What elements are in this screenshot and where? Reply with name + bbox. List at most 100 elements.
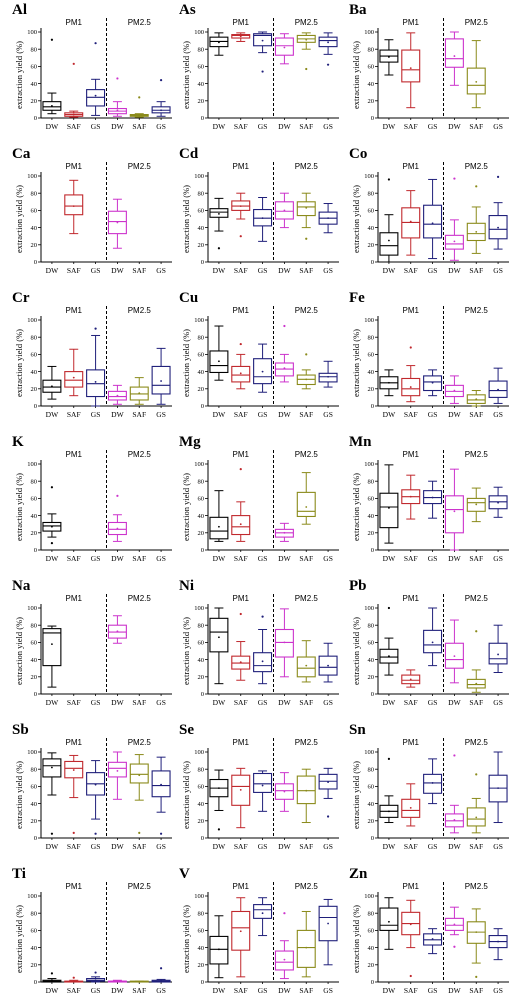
group-label: PM2.5: [128, 306, 152, 315]
mean-marker: [431, 782, 434, 784]
mean-marker: [239, 788, 242, 791]
outlier-point: [475, 630, 478, 633]
x-tick-label: SAF: [234, 554, 248, 563]
outlier-point: [72, 976, 75, 979]
x-tick-label: GS: [493, 986, 503, 995]
x-tick-label: GS: [91, 122, 101, 131]
y-tick-label: 20: [198, 818, 205, 825]
mean-marker: [388, 920, 390, 923]
mean-marker: [218, 636, 220, 639]
panel-title: Sn: [349, 722, 366, 738]
y-tick-label: 40: [368, 81, 375, 88]
panel-ni: Ni extraction yield (%) 0 20 40 60 80 100 DW SAF G…: [179, 578, 339, 707]
y-tick-label: 0: [371, 835, 374, 842]
outlier-point: [138, 831, 141, 834]
group-label: PM1: [233, 738, 250, 747]
outlier-point: [50, 832, 54, 835]
x-tick-label: SAF: [299, 266, 313, 275]
box-iqr: [296, 656, 316, 678]
mean-marker: [239, 35, 242, 38]
y-tick-label: 20: [198, 674, 205, 681]
mean-marker: [388, 56, 390, 58]
x-tick-label: GS: [428, 842, 438, 851]
group-label: PM2.5: [465, 162, 489, 171]
x-tick-label: SAF: [404, 842, 418, 851]
mean-marker: [94, 979, 97, 982]
y-tick-label: 80: [198, 190, 205, 197]
mean-marker: [283, 958, 286, 961]
box-pm25-gs: [318, 203, 338, 234]
box-pm25-saf: [296, 472, 316, 525]
outlier-point: [283, 912, 286, 915]
box-iqr: [444, 38, 464, 68]
mean-marker: [261, 784, 264, 787]
y-tick-label: 60: [198, 352, 205, 359]
y-tick-label: 0: [201, 835, 204, 842]
box-pm25-dw: [107, 979, 127, 983]
box-pm1-dw: [379, 464, 399, 544]
y-tick-label: 100: [27, 317, 37, 324]
box-iqr: [444, 495, 464, 534]
box-pm25-saf: [296, 353, 316, 390]
y-tick-label: 60: [198, 784, 205, 791]
x-tick-label: SAF: [469, 986, 483, 995]
group-label: PM2.5: [128, 882, 152, 891]
y-tick-label: 40: [368, 801, 375, 808]
mean-marker: [431, 496, 434, 499]
y-tick-label: 80: [198, 46, 205, 53]
box-pm25-dw: [274, 192, 294, 229]
y-axis-label: extraction yield (%): [181, 761, 191, 829]
mean-marker: [475, 398, 478, 401]
x-tick-label: DW: [213, 842, 226, 851]
box-pm1-gs: [253, 615, 273, 685]
panel-ca: Ca extraction yield (%) 0 20 40 60 80 100 DW SAF G…: [12, 146, 172, 275]
box-iqr: [379, 492, 399, 529]
x-tick-label: GS: [493, 122, 503, 131]
box-pm1-saf: [401, 190, 421, 256]
x-tick-label: GS: [91, 842, 101, 851]
outlier-point: [217, 247, 221, 250]
mean-marker: [305, 206, 308, 209]
x-tick-label: DW: [213, 266, 226, 275]
y-tick-label: 60: [368, 640, 375, 647]
outlier-point: [453, 754, 456, 757]
box-pm25-gs: [151, 967, 171, 983]
outlier-point: [50, 972, 54, 975]
y-tick-label: 60: [368, 928, 375, 935]
y-tick-label: 100: [27, 173, 37, 180]
x-tick-label: DW: [383, 266, 396, 275]
y-tick-label: 0: [34, 691, 37, 698]
box-pm25-gs: [318, 898, 338, 966]
x-tick-label: GS: [258, 122, 268, 131]
outlier-point: [305, 237, 308, 240]
y-tick-label: 40: [198, 369, 205, 376]
group-label: PM1: [66, 450, 83, 459]
mean-marker: [497, 653, 499, 656]
y-tick-label: 100: [364, 173, 374, 180]
box-pm1-dw: [42, 625, 62, 688]
y-tick-label: 0: [371, 691, 374, 698]
y-tick-label: 20: [31, 386, 38, 393]
x-tick-label: GS: [428, 266, 438, 275]
mean-marker: [116, 221, 119, 224]
y-tick-label: 80: [198, 622, 205, 629]
box-iqr: [42, 628, 62, 667]
y-axis-label: extraction yield (%): [351, 41, 361, 109]
x-tick-label: GS: [493, 266, 503, 275]
y-tick-label: 0: [201, 259, 204, 266]
group-label: PM2.5: [128, 738, 152, 747]
mean-marker: [138, 774, 141, 777]
y-axis-label: extraction yield (%): [181, 329, 191, 397]
y-axis-label: extraction yield (%): [351, 473, 361, 541]
box-pm1-saf: [64, 179, 84, 235]
x-tick-label: DW: [111, 266, 124, 275]
box-pm1-gs: [253, 343, 273, 393]
box-iqr: [253, 904, 273, 919]
panel-as: As extraction yield (%) 0 20 40 60 80 100 DW SAF G…: [179, 2, 339, 131]
y-tick-label: 0: [34, 403, 37, 410]
mean-marker: [239, 930, 242, 933]
y-tick-label: 20: [31, 98, 38, 105]
x-tick-label: DW: [46, 122, 59, 131]
x-tick-label: GS: [156, 986, 166, 995]
